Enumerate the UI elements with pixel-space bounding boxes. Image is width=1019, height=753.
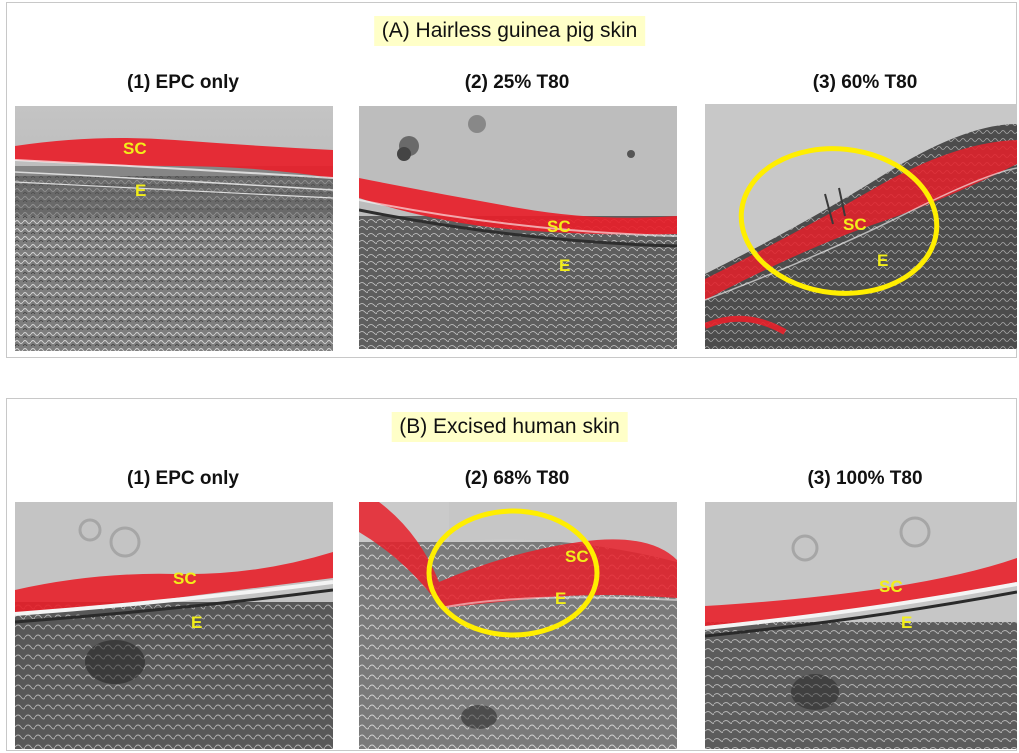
micrograph-a1: SC E: [15, 106, 333, 351]
section-b-title: (B) Excised human skin: [391, 412, 628, 442]
image-a1-sc-marker: SC: [123, 139, 147, 158]
image-b3-sc-marker: SC: [879, 577, 903, 596]
image-b1-sc-marker: SC: [173, 569, 197, 588]
image-a2-sc-marker: SC: [547, 217, 571, 236]
image-b2-e-marker: E: [555, 589, 566, 608]
image-a3-label: (3) 60% T80: [812, 72, 918, 93]
micrograph-b1: SC E: [15, 502, 333, 749]
image-b1-e-marker: E: [191, 613, 202, 632]
highlight-circle-a3: [738, 146, 940, 296]
image-b1-label: (1) EPC only: [127, 468, 239, 489]
image-a3-e-marker: E: [877, 251, 888, 270]
image-a2-label: (2) 25% T80: [464, 72, 570, 93]
micrograph-a2: SC E: [359, 106, 677, 349]
image-a1-e-marker: E: [135, 181, 146, 200]
image-b3-label: (3) 100% T80: [807, 468, 923, 489]
image-a1-label: (1) EPC only: [127, 72, 239, 93]
image-b2-sc-marker: SC: [565, 547, 589, 566]
section-a-title: (A) Hairless guinea pig skin: [373, 16, 646, 46]
highlight-circle-b2: [426, 508, 600, 638]
image-a3-sc-marker: SC: [843, 215, 867, 234]
image-a2-e-marker: E: [559, 256, 570, 275]
image-b2-label: (2) 68% T80: [464, 468, 570, 489]
micrograph-a3: SC E: [705, 104, 1017, 349]
image-b3-e-marker: E: [901, 613, 912, 632]
micrograph-b3: SC E: [705, 502, 1017, 749]
micrograph-b2: SC E: [359, 502, 677, 749]
